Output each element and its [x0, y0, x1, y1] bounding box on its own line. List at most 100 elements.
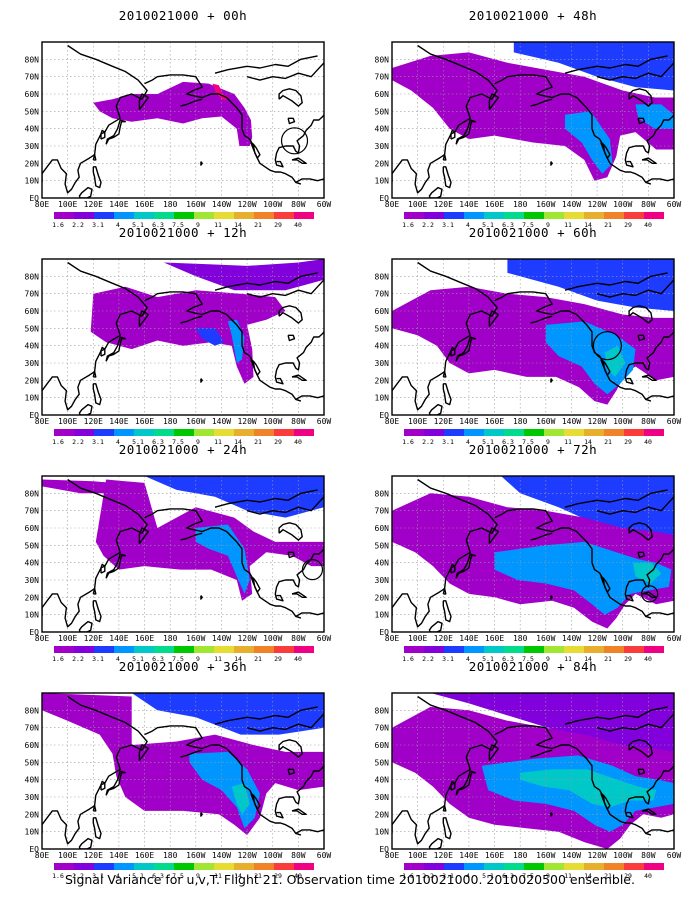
lat-label: 20N: [25, 810, 40, 819]
colorbar-swatch: [114, 863, 134, 870]
coastline: [291, 808, 307, 816]
lat-label: 80N: [375, 272, 390, 281]
colorbar-label: 29: [624, 221, 632, 229]
coastline: [42, 478, 148, 628]
coastline: [596, 713, 674, 732]
colorbar-label: 4: [466, 872, 470, 880]
colorbar-label: 7.5: [172, 872, 184, 880]
colorbar-label: 7.5: [172, 438, 184, 446]
colorbar-label: 29: [274, 655, 282, 663]
lon-label: 120W: [237, 200, 256, 209]
lat-label: 50N: [375, 758, 390, 767]
panel-title: 2010021000 + 36h: [118, 659, 248, 674]
coastline: [78, 403, 93, 415]
coastline: [442, 804, 447, 812]
map-panel-48h: 2010021000 + 48h EQ 10N 20N 30N 40N 50N 60N 70N 8…: [368, 0, 698, 229]
colorbar-label: 4: [116, 655, 120, 663]
lon-label: 140E: [459, 851, 478, 860]
colorbar-label: 14: [234, 221, 242, 229]
coastline: [295, 395, 324, 401]
lat-label: 80N: [25, 55, 40, 64]
panel-title: 2010021000 + 48h: [468, 8, 598, 23]
colorbar-swatch: [504, 646, 524, 653]
coastline: [392, 478, 498, 628]
colorbar-swatch: [214, 212, 234, 219]
coastline: [628, 739, 653, 758]
coastline: [144, 291, 302, 402]
colorbar-label: 14: [584, 221, 592, 229]
lon-label: 80E: [35, 851, 50, 860]
coastline: [645, 612, 674, 618]
colorbar-label: 3.1: [92, 872, 104, 880]
colorbar-swatch: [524, 429, 544, 436]
lat-label: 30N: [25, 793, 40, 802]
lon-label: 160W: [536, 851, 555, 860]
lat-label: 80N: [375, 55, 390, 64]
colorbar-label: 11: [564, 221, 572, 229]
colorbar-label: 9: [196, 221, 200, 229]
lat-label: 30N: [375, 576, 390, 585]
lon-label: 140E: [109, 851, 128, 860]
lon-label: 80E: [385, 200, 400, 209]
colorbar-label: 14: [234, 872, 242, 880]
lon-label: 120E: [434, 634, 453, 643]
colorbar-swatch: [194, 212, 214, 219]
coastline: [600, 792, 611, 810]
coastline: [488, 527, 500, 545]
lon-label: 100E: [408, 200, 427, 209]
lon-label: 140W: [212, 851, 231, 860]
coastline: [100, 563, 106, 574]
lat-label: 50N: [375, 107, 390, 116]
colorbar-label: 1.6: [402, 872, 414, 880]
lat-label: 30N: [375, 359, 390, 368]
lon-label: 180: [163, 851, 178, 860]
colorbar-swatch: [404, 429, 424, 436]
coastline: [641, 374, 657, 382]
coastline: [92, 166, 102, 189]
coastline: [250, 358, 261, 376]
colorbar-swatch: [274, 429, 294, 436]
colorbar-label: 2.2: [72, 221, 84, 229]
variance-map: EQ 10N 20N 30N 40N 50N 60N 70N 80N 80E 100E 120E 140…: [375, 41, 682, 229]
coastline: [596, 279, 674, 298]
coastline: [278, 88, 303, 107]
lon-label: 160W: [536, 200, 555, 209]
coastline: [138, 527, 150, 545]
lat-label: 80N: [375, 489, 390, 498]
colorbar-label: 4: [466, 221, 470, 229]
lon-label: 100E: [58, 851, 77, 860]
colorbar-label: 7.5: [522, 438, 534, 446]
coastline: [42, 261, 148, 411]
map-area: [392, 259, 674, 415]
coastline: [645, 395, 674, 401]
colorbar-swatch: [464, 863, 484, 870]
coastline: [214, 706, 318, 725]
colorbar-swatch: [154, 863, 174, 870]
lon-label: 100E: [408, 851, 427, 860]
colorbar-label: 40: [294, 438, 302, 446]
coastline: [92, 383, 102, 406]
colorbar-swatch: [294, 863, 314, 870]
colorbar-label: 11: [564, 655, 572, 663]
colorbar-label: 5.1: [482, 221, 494, 229]
lon-label: 60W: [317, 851, 332, 860]
colorbar-swatch: [584, 429, 604, 436]
variance-map: EQ 10N 20N 30N 40N 50N 60N 70N 80N 80E 100E 120E 140…: [25, 41, 331, 229]
variance-contour: [565, 111, 613, 174]
colorbar-label: 6.3: [502, 655, 514, 663]
lon-label: 60W: [667, 200, 682, 209]
lat-label: 10N: [375, 828, 390, 837]
colorbar-label: 9: [546, 221, 550, 229]
coastline: [442, 600, 452, 623]
lat-label: EQ: [29, 194, 39, 203]
coastline: [214, 489, 318, 508]
coastline: [100, 129, 106, 140]
coastline: [246, 496, 324, 515]
colorbar-swatch: [524, 863, 544, 870]
colorbar-label: 21: [254, 872, 262, 880]
lon-label: 180: [163, 634, 178, 643]
colorbar-swatch: [624, 863, 644, 870]
variance-contour: [231, 783, 250, 815]
coastline: [488, 744, 500, 762]
lat-label: 50N: [375, 324, 390, 333]
